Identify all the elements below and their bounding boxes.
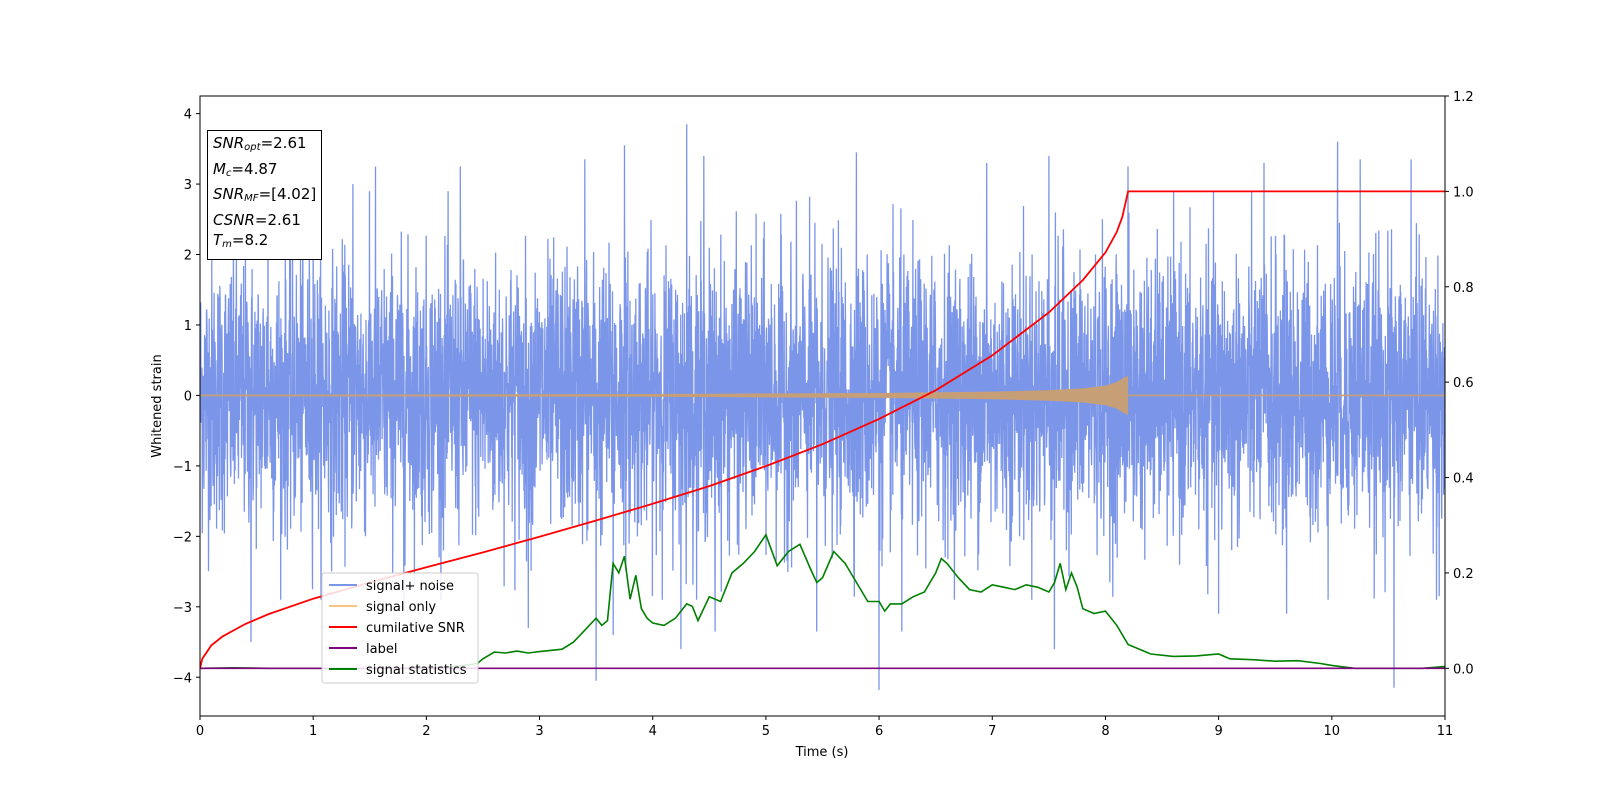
x-axis-ticks: 0 1 2 3 4 5 6 7 8 9 10 11 [196,716,1453,739]
merger-time-line: Tm=8.2 [213,231,269,250]
chirp-mass-line: Mc=4.87 [213,159,278,179]
y2-tick-label: 0.8 [1453,281,1474,296]
legend-label-signal-statistics: signal statistics [366,663,467,678]
x-tick-label: 8 [1101,724,1109,739]
y2-tick-label: 0.6 [1453,376,1474,391]
y2-axis-ticks: 0.0 0.2 0.4 0.6 0.8 1.0 1.2 [1445,90,1474,677]
legend-label-signal-noise: signal+ noise [366,579,454,594]
x-tick-label: 7 [988,724,996,739]
y-axis-ticks: −4 −3 −2 −1 0 1 2 3 4 [173,108,200,686]
axes-frame [199,95,1446,717]
y-tick-label: −2 [173,530,192,545]
csnr-line: CSNR=2.61 [213,210,301,229]
y-tick-label: 2 [184,249,192,264]
legend-label-label: label [366,642,397,657]
y2-tick-label: 1.0 [1453,185,1474,200]
y-tick-label: −4 [173,671,192,686]
x-axis-label: Time (s) [795,745,849,760]
x-tick-label: 0 [196,724,204,739]
y-tick-label: 1 [184,319,192,334]
x-tick-label: 4 [649,724,657,739]
legend: signal+ noise signal only cumilative SNR… [321,572,479,684]
legend-label-signal-only: signal only [366,600,436,615]
plot-area [200,124,1445,690]
x-tick-label: 10 [1324,724,1341,739]
x-tick-label: 5 [762,724,770,739]
legend-label-cumulative-snr: cumilative SNR [366,621,465,636]
y-tick-label: −3 [173,601,192,616]
x-tick-label: 6 [875,724,883,739]
y-tick-label: 4 [184,108,192,123]
snr-info-box: SNRopt=2.61 Mc=4.87 SNRMF=[4.02] CSNR=2.… [207,130,323,260]
y-axis-label: Whitened strain [150,354,165,457]
y-tick-label: 3 [184,178,192,193]
y-tick-label: 0 [184,389,192,404]
y2-tick-label: 0.2 [1453,567,1474,582]
x-tick-label: 2 [422,724,430,739]
snr-opt-line: SNRopt=2.61 [213,134,307,153]
y2-tick-label: 0.4 [1453,472,1474,487]
signal-statistics-series [200,533,1445,670]
y2-tick-label: 1.2 [1453,90,1474,105]
y-tick-label: −1 [173,460,192,475]
y2-tick-label: 0.0 [1453,662,1474,677]
x-tick-label: 1 [309,724,317,739]
cumulative-snr-series [200,190,1445,669]
legend-frame [321,572,479,684]
snr-mf-line: SNRMF=[4.02] [213,185,317,204]
x-tick-label: 11 [1437,724,1454,739]
x-tick-label: 3 [535,724,543,739]
x-tick-label: 9 [1214,724,1222,739]
